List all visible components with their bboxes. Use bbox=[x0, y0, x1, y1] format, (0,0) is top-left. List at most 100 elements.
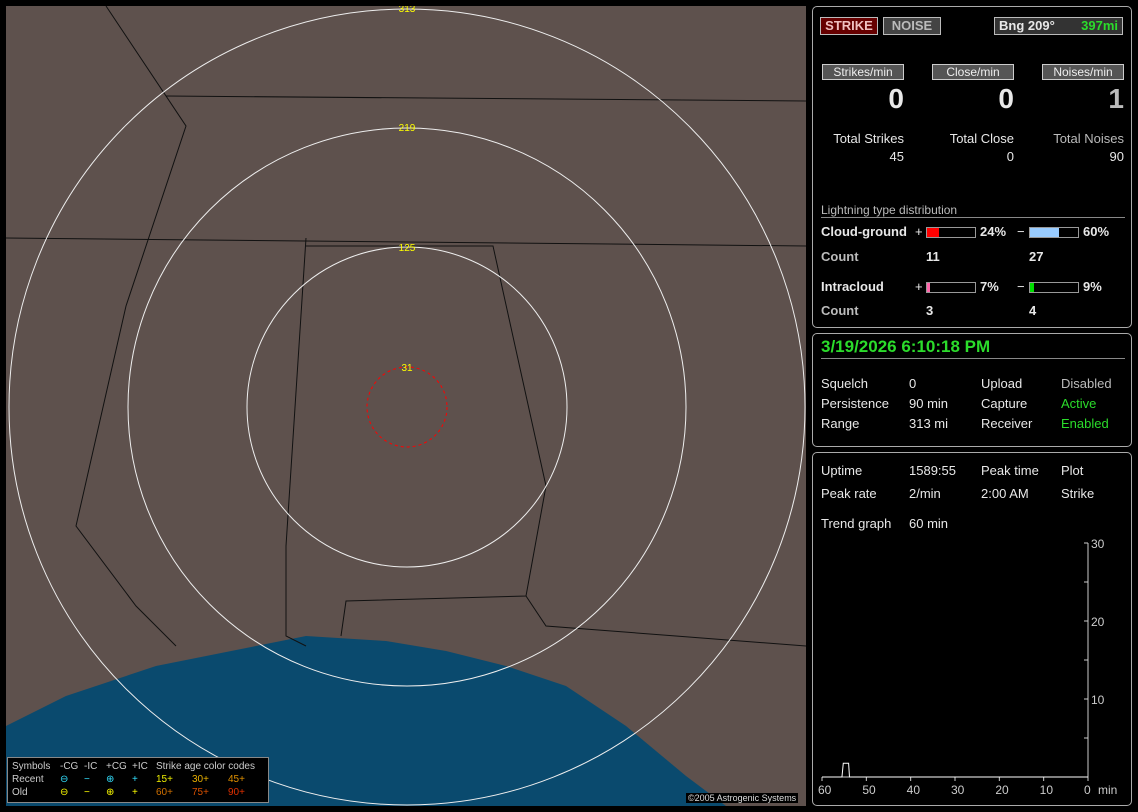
status-cell: 90 min bbox=[909, 396, 949, 411]
y-tick-label: 30 bbox=[1091, 537, 1105, 551]
legend-header: +CG bbox=[106, 761, 127, 772]
plot-type[interactable]: Strike bbox=[1061, 486, 1095, 501]
status-cell: 0 bbox=[909, 376, 917, 391]
minus-sign: − bbox=[1017, 279, 1025, 294]
pos-ic-icon: + bbox=[132, 774, 138, 785]
cg-label: Cloud-ground bbox=[821, 224, 907, 239]
neg-ic-icon: − bbox=[84, 787, 90, 798]
status-cell: Upload bbox=[981, 376, 1023, 391]
legend-age-title: Strike age color codes bbox=[156, 761, 255, 772]
noise-button[interactable]: NOISE bbox=[883, 17, 941, 35]
distribution-title: Lightning type distribution bbox=[821, 203, 1125, 218]
range-label: 313 bbox=[399, 6, 416, 15]
plot-label: Plot bbox=[1061, 463, 1084, 478]
close-per-min-header: Close/min bbox=[932, 64, 1014, 80]
age-code: 45+ bbox=[228, 774, 245, 785]
x-tick-label: 30 bbox=[951, 783, 965, 797]
stats-panel: Uptime 1589:55 Peak time Plot Peak rate … bbox=[812, 452, 1132, 806]
cg-pos-pct: 24% bbox=[980, 224, 1007, 239]
range-rings bbox=[8, 8, 806, 806]
neg-cg-icon: ⊖ bbox=[60, 774, 69, 785]
peak-rate: 2/min bbox=[909, 486, 941, 501]
x-tick-label: 10 bbox=[1040, 783, 1054, 797]
status-cell: Range bbox=[821, 416, 860, 431]
total-noises-label: Total Noises bbox=[1053, 131, 1124, 146]
noises-per-min: 1 bbox=[1108, 83, 1124, 114]
ic-pos-count: 3 bbox=[926, 303, 934, 318]
age-code: 60+ bbox=[156, 787, 173, 798]
pos-cg-icon: ⊕ bbox=[106, 787, 115, 798]
plus-sign: + bbox=[915, 224, 923, 239]
trend-period[interactable]: 60 min bbox=[909, 516, 949, 531]
x-tick-label: 50 bbox=[862, 783, 876, 797]
pos-cg-icon: ⊕ bbox=[106, 774, 115, 785]
trend-line bbox=[822, 762, 1088, 778]
ic-neg-count: 4 bbox=[1029, 303, 1037, 318]
range-label: 125 bbox=[399, 243, 416, 254]
strike-button[interactable]: STRIKE bbox=[820, 17, 878, 35]
count-label: Count bbox=[821, 249, 859, 264]
status-cell: Enabled bbox=[1061, 416, 1109, 431]
copyright: ©2005 Astrogenic Systems bbox=[686, 793, 799, 803]
total-strikes-label: Total Strikes bbox=[833, 131, 904, 146]
bearing: Bng 209° bbox=[999, 18, 1055, 33]
legend-old: Old bbox=[12, 787, 28, 798]
minus-sign: − bbox=[1017, 224, 1025, 239]
neg-cg-icon: ⊖ bbox=[60, 787, 69, 798]
ic-label: Intracloud bbox=[821, 279, 884, 294]
strikes-per-min-header: Strikes/min bbox=[822, 64, 904, 80]
legend-header: -CG bbox=[60, 761, 79, 772]
x-axis-label: min bbox=[1098, 783, 1117, 797]
x-tick-label: 40 bbox=[907, 783, 921, 797]
ic-neg-bar bbox=[1029, 282, 1079, 293]
status-cell: Squelch bbox=[821, 376, 868, 391]
legend-recent: Recent bbox=[12, 774, 44, 785]
total-close-label: Total Close bbox=[949, 131, 1014, 146]
close-range-ring bbox=[366, 366, 448, 448]
y-tick-label: 20 bbox=[1091, 615, 1105, 629]
ic-pos-bar bbox=[926, 282, 976, 293]
close-per-min: 0 bbox=[998, 83, 1014, 114]
distance: 397mi bbox=[1081, 18, 1118, 33]
x-tick-label: 20 bbox=[995, 783, 1009, 797]
strikes-per-min: 0 bbox=[888, 83, 904, 114]
trend-graph: 60 50 40 30 20 10 0 min 30 20 10 bbox=[818, 537, 1117, 797]
status-panel: 3/19/2026 6:10:18 PM Squelch 0 Upload Disab… bbox=[812, 333, 1132, 447]
cg-neg-pct: 60% bbox=[1083, 224, 1110, 239]
ic-neg-pct: 9% bbox=[1083, 279, 1102, 294]
x-tick-label: 0 bbox=[1084, 783, 1091, 797]
cg-neg-bar bbox=[1029, 227, 1079, 238]
legend-header: +IC bbox=[132, 761, 148, 772]
range-label: 219 bbox=[399, 123, 416, 134]
cg-pos-count: 11 bbox=[926, 249, 940, 264]
age-code: 15+ bbox=[156, 774, 173, 785]
strike-panel: STRIKE NOISE Bng 209° 397mi Strikes/min C… bbox=[812, 6, 1132, 328]
bearing-readout: Bng 209° 397mi bbox=[994, 17, 1123, 35]
status-cell: Active bbox=[1061, 396, 1097, 411]
cg-pos-bar bbox=[926, 227, 976, 238]
peak-time: 2:00 AM bbox=[981, 486, 1029, 501]
status-cell: 313 mi bbox=[909, 416, 949, 431]
neg-ic-icon: − bbox=[84, 774, 90, 785]
map-graphics: 313 219 125 31 bbox=[6, 6, 806, 806]
plus-sign: + bbox=[915, 279, 923, 294]
total-close: 0 bbox=[1006, 149, 1014, 164]
range-label: 31 bbox=[401, 363, 413, 374]
uptime-label: Uptime bbox=[821, 463, 863, 478]
cg-neg-count: 27 bbox=[1029, 249, 1044, 264]
age-code: 75+ bbox=[192, 787, 209, 798]
total-noises: 90 bbox=[1109, 149, 1124, 164]
state-borders bbox=[6, 6, 806, 647]
legend-title: Symbols bbox=[12, 761, 51, 772]
status-cell: Receiver bbox=[981, 416, 1033, 431]
y-tick-label: 10 bbox=[1091, 693, 1105, 707]
age-code: 30+ bbox=[192, 774, 209, 785]
status-cell: Persistence bbox=[821, 396, 889, 411]
peak-rate-label: Peak rate bbox=[821, 486, 877, 501]
age-code: 90+ bbox=[228, 787, 245, 798]
ic-pos-pct: 7% bbox=[980, 279, 999, 294]
x-tick-label: 60 bbox=[818, 783, 832, 797]
peak-time-label: Peak time bbox=[981, 463, 1039, 478]
count-label: Count bbox=[821, 303, 859, 318]
lightning-map[interactable]: 313 219 125 31 bbox=[6, 6, 806, 806]
